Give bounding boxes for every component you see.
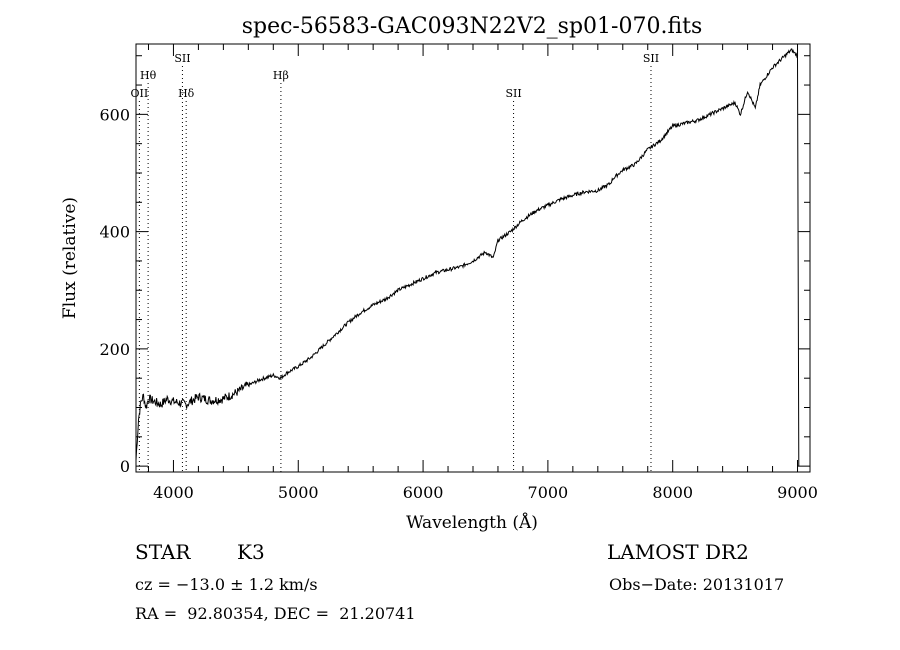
plot-frame [135, 43, 811, 473]
object-subclass: K3 [237, 540, 265, 564]
line-marker-label: SII [174, 52, 190, 65]
survey-name: LAMOST DR2 [607, 540, 749, 564]
x-tick-label: 9000 [777, 483, 818, 502]
y-tick-label: 600 [99, 105, 130, 124]
y-tick-label: 200 [99, 340, 130, 359]
redshift-velocity: cz = −13.0 ± 1.2 km/s [135, 575, 318, 594]
line-marker-label: SII [505, 87, 521, 100]
line-marker-label: OII [131, 87, 149, 100]
y-axis-label: Flux (relative) [60, 197, 80, 319]
axis-ticks: 4000 5000 6000 7000 8000 9000 0 200 400 600 [99, 44, 818, 502]
line-marker-label: Hβ [273, 69, 289, 82]
x-tick-label: 7000 [528, 483, 569, 502]
spectral-line-markers: OII Hθ SII Hδ Hβ SII SII [131, 52, 659, 472]
spectrum-line [135, 48, 800, 467]
line-marker-label: SII [643, 52, 659, 65]
line-marker-label: Hδ [178, 87, 195, 100]
x-tick-label: 5000 [278, 483, 319, 502]
y-tick-label: 0 [120, 457, 130, 476]
x-tick-label: 8000 [652, 483, 693, 502]
observation-date: Obs−Date: 20131017 [609, 575, 785, 594]
chart-title: spec-56583-GAC093N22V2_sp01-070.fits [242, 14, 703, 39]
y-tick-label: 400 [99, 223, 130, 242]
x-tick-label: 6000 [403, 483, 444, 502]
x-axis-label: Wavelength (Å) [406, 512, 538, 533]
x-tick-label: 4000 [153, 483, 194, 502]
line-marker-label: Hθ [140, 69, 157, 82]
sky-coordinates: RA = 92.80354, DEC = 21.20741 [135, 604, 416, 623]
object-class: STAR [135, 540, 191, 564]
